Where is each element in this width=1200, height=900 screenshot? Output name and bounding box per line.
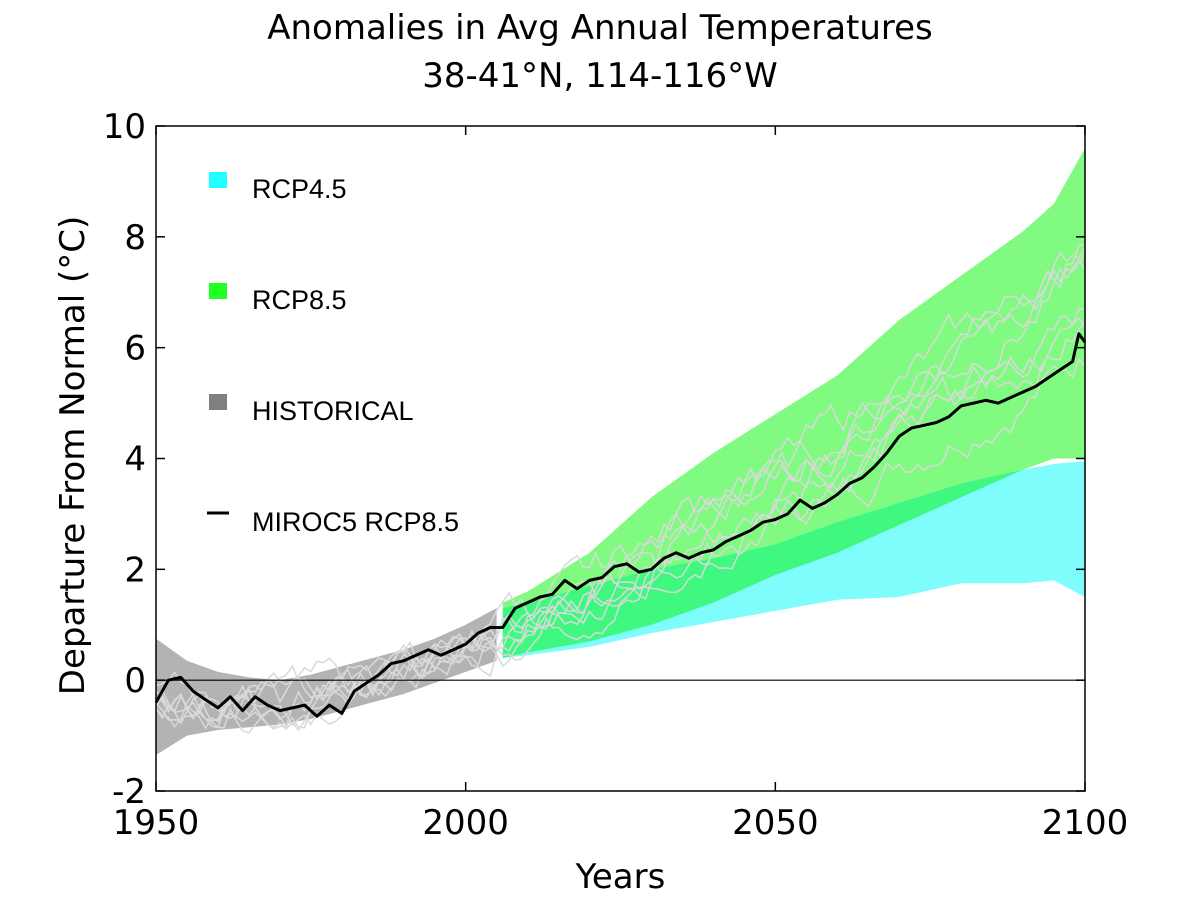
ensemble-layer (155, 243, 1086, 734)
axes-layer: 1950 2000 2050 2100 -2 0 2 4 6 8 10 (103, 107, 1129, 843)
legend-swatch (209, 394, 227, 410)
y-tick-label: 8 (124, 218, 146, 258)
legend: RCP4.5 RCP8.5 HISTORICAL MIROC5 RCP8.5 (207, 172, 459, 537)
legend-label: RCP4.5 (252, 174, 347, 204)
y-tick-label: 0 (124, 661, 146, 701)
y-tick-label: 6 (124, 329, 146, 369)
x-tick-label: 1950 (113, 803, 200, 843)
legend-label: HISTORICAL (252, 396, 414, 426)
bands-layer (156, 148, 1085, 755)
x-tick-label: 2100 (1042, 803, 1129, 843)
legend-swatch (209, 172, 227, 188)
x-tick-label: 2000 (422, 803, 509, 843)
ensemble-line (155, 258, 1086, 730)
ensemble-line (155, 307, 1086, 728)
x-axis-label: Years (575, 857, 666, 897)
chart-title: Anomalies in Avg Annual Temperatures (267, 8, 933, 48)
chart-subtitle: 38-41°N, 114-116°W (422, 56, 778, 96)
rcp-overlap-band (502, 458, 1085, 658)
legend-swatch (209, 283, 227, 299)
y-tick-label: 4 (124, 440, 146, 480)
y-tick-label: 2 (124, 550, 146, 590)
historical-band (156, 608, 497, 755)
y-axis-label: Departure From Normal (°C) (53, 216, 93, 695)
lines-layer (154, 332, 1087, 718)
y-tick-label: 10 (103, 107, 146, 147)
ensemble-line (155, 243, 1086, 729)
legend-label: MIROC5 RCP8.5 (252, 507, 459, 537)
miroc5-rcp85-line (154, 332, 1087, 718)
ensemble-line (155, 252, 1086, 730)
x-tick-label: 2050 (732, 803, 819, 843)
rcp85-band (502, 148, 1085, 658)
ensemble-line (155, 320, 1086, 727)
y-tick-label: -2 (112, 772, 146, 812)
ensemble-line (155, 246, 1086, 721)
legend-label: RCP8.5 (252, 285, 347, 315)
